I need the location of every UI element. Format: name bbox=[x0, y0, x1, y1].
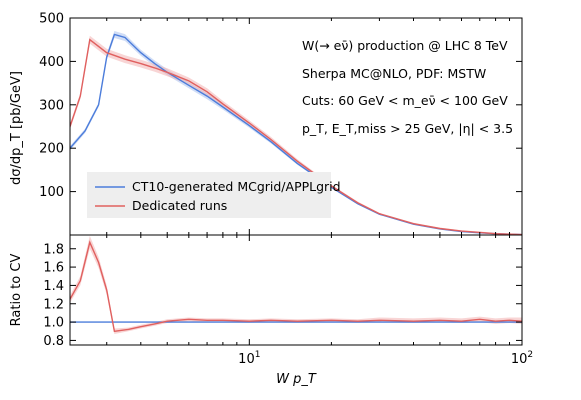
ratio-ytick-label: 1.6 bbox=[43, 261, 64, 276]
ratio-axes-frame bbox=[69, 234, 523, 346]
main-panel: 100 200 300 400 500 dσ/dp_T [pb/GeV] W(→ eν̄… bbox=[9, 12, 523, 236]
main-ytick-label: 200 bbox=[39, 142, 64, 157]
legend-box bbox=[87, 172, 331, 218]
ratio-ytick-label: 0.8 bbox=[43, 334, 64, 349]
ratio-band-dedicated bbox=[70, 235, 522, 334]
ratio-panel: 0.8 1.0 1.2 1.4 1.6 1.8 101 102 Ratio to CV W … bbox=[9, 234, 533, 387]
x-tick-label: 101 bbox=[238, 350, 260, 367]
main-ytick-label: 400 bbox=[39, 55, 64, 70]
legend-label-ct10: CT10-generated MCgrid/APPLgrid bbox=[132, 179, 341, 194]
annotation-mass-cut: Cuts: 60 GeV < m_eν̄ < 100 GeV bbox=[302, 93, 508, 108]
legend-label-dedicated: Dedicated runs bbox=[132, 198, 227, 213]
annotation-process: W(→ eν̄) production @ LHC 8 TeV bbox=[302, 38, 508, 53]
main-line-dedicated bbox=[70, 38, 522, 235]
annotation-generator: Sherpa MC@NLO, PDF: MSTW bbox=[302, 66, 486, 81]
ratio-ytick-label: 1.8 bbox=[43, 242, 64, 257]
main-ytick-label: 100 bbox=[39, 185, 64, 200]
x-tick-label: 102 bbox=[511, 350, 533, 367]
annotation-kinematic-cut: p_T, E_T,miss > 25 GeV, |η| < 3.5 bbox=[302, 121, 513, 136]
ratio-line-dedicated bbox=[70, 240, 522, 333]
main-ytick-label: 500 bbox=[39, 12, 64, 27]
ratio-ytick-label: 1.4 bbox=[43, 279, 64, 294]
x-axis-label: W p_T bbox=[276, 372, 317, 387]
main-ytick-label: 300 bbox=[39, 98, 64, 113]
ratio-ytick-label: 1.0 bbox=[43, 316, 64, 331]
main-ylabel: dσ/dp_T [pb/GeV] bbox=[9, 71, 24, 185]
legend: CT10-generated MCgrid/APPLgrid Dedicated… bbox=[87, 172, 341, 218]
ratio-ytick-label: 1.2 bbox=[43, 297, 64, 312]
ratio-ylabel: Ratio to CV bbox=[9, 254, 24, 327]
